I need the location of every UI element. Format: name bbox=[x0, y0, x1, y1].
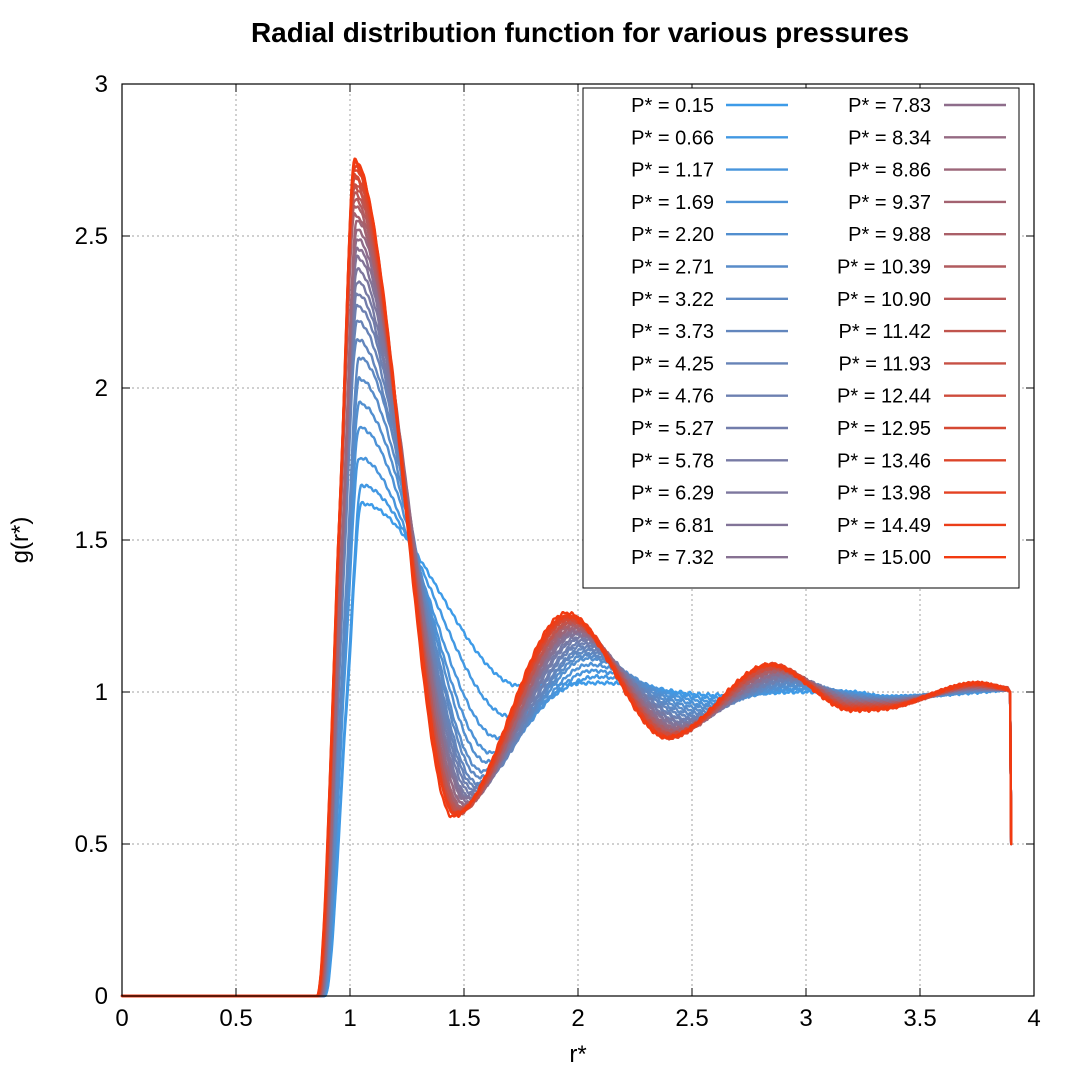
legend-label: P* = 5.27 bbox=[631, 418, 714, 440]
x-tick-label: 2 bbox=[571, 1005, 584, 1032]
legend-label: P* = 10.39 bbox=[837, 257, 931, 279]
legend-label: P* = 8.86 bbox=[848, 160, 931, 182]
x-tick-label: 0.5 bbox=[219, 1005, 252, 1032]
legend-label: P* = 7.83 bbox=[848, 95, 931, 117]
legend-label: P* = 4.25 bbox=[631, 353, 714, 375]
legend-label: P* = 3.73 bbox=[631, 321, 714, 343]
y-tick-label: 2 bbox=[95, 375, 108, 402]
x-tick-label: 1.5 bbox=[447, 1005, 480, 1032]
legend-label: P* = 6.29 bbox=[631, 483, 714, 505]
legend-box bbox=[582, 87, 1020, 589]
legend-label: P* = 7.32 bbox=[631, 547, 714, 569]
y-tick-label: 1 bbox=[95, 679, 108, 706]
legend-label: P* = 13.46 bbox=[837, 450, 931, 472]
legend-label: P* = 1.17 bbox=[631, 160, 714, 182]
y-tick-label: 0 bbox=[95, 983, 108, 1010]
x-tick-label: 0 bbox=[115, 1005, 128, 1032]
y-tick-label: 3 bbox=[95, 71, 108, 98]
legend-label: P* = 11.93 bbox=[839, 353, 931, 375]
legend-label: P* = 5.78 bbox=[631, 450, 714, 472]
legend-label: P* = 2.20 bbox=[631, 224, 714, 246]
x-tick-label: 2.5 bbox=[675, 1005, 708, 1032]
legend-label: P* = 0.66 bbox=[631, 127, 714, 149]
legend-label: P* = 10.90 bbox=[837, 289, 931, 311]
legend-label: P* = 13.98 bbox=[837, 483, 931, 505]
legend-label: P* = 1.69 bbox=[631, 192, 714, 214]
x-tick-label: 3 bbox=[799, 1005, 812, 1032]
legend-label: P* = 11.42 bbox=[839, 321, 931, 343]
legend-label: P* = 15.00 bbox=[837, 547, 931, 569]
x-tick-label: 4 bbox=[1027, 1005, 1040, 1032]
legend-label: P* = 3.22 bbox=[631, 289, 714, 311]
x-tick-label: 1 bbox=[343, 1005, 356, 1032]
x-tick-label: 3.5 bbox=[903, 1005, 936, 1032]
legend-label: P* = 0.15 bbox=[631, 95, 714, 117]
legend-label: P* = 9.88 bbox=[848, 224, 931, 246]
y-tick-label: 1.5 bbox=[75, 527, 108, 554]
legend-label: P* = 8.34 bbox=[848, 127, 931, 149]
legend-label: P* = 12.95 bbox=[837, 418, 931, 440]
legend-label: P* = 2.71 bbox=[631, 257, 714, 279]
legend-label: P* = 14.49 bbox=[837, 515, 931, 537]
y-tick-label: 2.5 bbox=[75, 223, 108, 250]
y-tick-label: 0.5 bbox=[75, 831, 108, 858]
legend-label: P* = 9.37 bbox=[848, 192, 931, 214]
legend-label: P* = 6.81 bbox=[631, 515, 714, 537]
legend-label: P* = 4.76 bbox=[631, 386, 714, 408]
x-axis-label: r* bbox=[569, 1041, 586, 1068]
series-group bbox=[120, 157, 1013, 998]
tick-labels: 0 0.5 1 1.5 2 2.5 3 3.5 4 0 0.5 1 1.5 2 2.5 3 bbox=[75, 71, 1041, 1032]
legend-label: P* = 12.44 bbox=[837, 386, 931, 408]
legend: P* = 0.15 P* = 0.66 P* = 1.17 P* = 1.69 P* =… bbox=[582, 87, 1020, 589]
chart-title: Radial distribution function for various… bbox=[251, 17, 909, 48]
y-axis-label: g(r*) bbox=[7, 517, 34, 564]
